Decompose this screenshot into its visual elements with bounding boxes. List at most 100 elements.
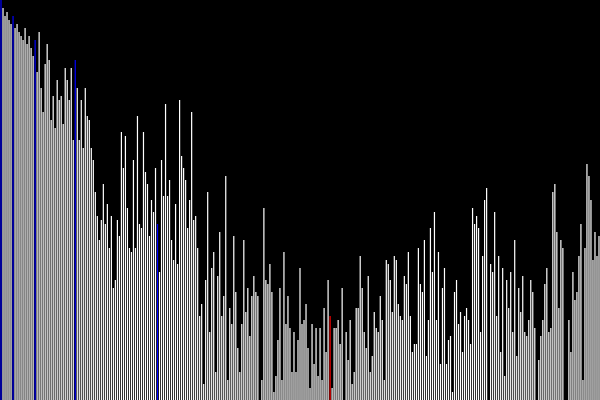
bar <box>213 252 215 400</box>
bar <box>275 376 277 400</box>
bar <box>237 348 239 400</box>
bar <box>349 320 351 400</box>
bar <box>207 192 209 400</box>
bar <box>496 316 498 400</box>
bar <box>291 372 293 400</box>
bar <box>122 168 125 400</box>
bar <box>144 172 147 400</box>
bar-sorted <box>74 60 76 400</box>
bar <box>114 280 116 400</box>
bar <box>353 372 355 400</box>
bar <box>162 196 165 400</box>
bar <box>22 40 24 400</box>
bar <box>263 208 265 400</box>
bar <box>435 320 438 400</box>
bar <box>558 308 560 400</box>
bar <box>251 296 253 400</box>
bar <box>18 32 20 400</box>
bar <box>116 220 118 400</box>
bar <box>339 344 341 400</box>
bar <box>303 320 305 400</box>
bar-sorted <box>156 224 159 400</box>
bar <box>361 288 363 400</box>
bar <box>96 216 98 400</box>
bar <box>191 112 193 400</box>
bar <box>411 352 413 400</box>
bar <box>40 88 42 400</box>
bar <box>492 272 494 400</box>
bar <box>395 260 397 400</box>
bar <box>419 284 421 400</box>
bar <box>10 24 12 400</box>
bar <box>285 324 287 400</box>
bar <box>596 256 598 400</box>
bar <box>562 248 564 400</box>
bar <box>48 60 50 400</box>
bar <box>393 256 395 400</box>
bar <box>26 44 28 400</box>
bar <box>506 280 508 400</box>
bar <box>498 256 500 400</box>
bar <box>568 320 570 400</box>
bar <box>544 284 546 400</box>
bar <box>64 68 66 400</box>
bar <box>578 256 580 400</box>
bar <box>576 292 578 400</box>
bar <box>423 240 426 400</box>
bar <box>441 288 444 400</box>
bar <box>241 324 243 400</box>
bar <box>357 308 359 400</box>
bar <box>502 268 504 400</box>
bar <box>42 112 44 400</box>
bar <box>160 160 163 400</box>
bar <box>295 372 297 400</box>
bar <box>138 224 141 400</box>
bar <box>387 264 389 400</box>
bar <box>106 204 108 400</box>
bar <box>538 360 540 400</box>
bar <box>199 316 201 400</box>
bar <box>554 184 556 400</box>
bar <box>82 148 84 400</box>
bar-sorted <box>34 40 36 400</box>
bar <box>371 356 373 400</box>
bar <box>413 344 415 400</box>
bar <box>94 192 96 400</box>
bar <box>136 116 139 400</box>
bar <box>247 288 249 400</box>
bar <box>431 272 434 400</box>
bar <box>449 336 452 400</box>
bar <box>594 232 596 400</box>
bar <box>582 380 584 400</box>
bar <box>181 156 183 400</box>
bar <box>54 128 56 400</box>
bar <box>373 312 375 400</box>
bar <box>30 48 32 400</box>
bar <box>88 120 90 400</box>
bar <box>399 316 401 400</box>
bar <box>443 268 446 400</box>
bar <box>375 328 377 400</box>
bar <box>317 376 319 400</box>
bar <box>572 272 574 400</box>
bar <box>2 8 4 400</box>
bar <box>447 340 450 400</box>
bar <box>32 56 34 400</box>
bar <box>229 308 231 400</box>
bar <box>6 12 8 400</box>
bar <box>140 228 143 400</box>
bar <box>205 280 207 400</box>
bar <box>351 384 353 400</box>
bar <box>459 312 462 400</box>
bar <box>311 324 313 400</box>
bar <box>363 332 365 400</box>
bar <box>134 248 137 400</box>
bar <box>457 324 460 400</box>
bar <box>158 272 161 400</box>
bar <box>164 104 167 400</box>
bar <box>257 296 259 400</box>
bar <box>592 260 594 400</box>
bar <box>148 236 151 400</box>
bar <box>522 276 524 400</box>
